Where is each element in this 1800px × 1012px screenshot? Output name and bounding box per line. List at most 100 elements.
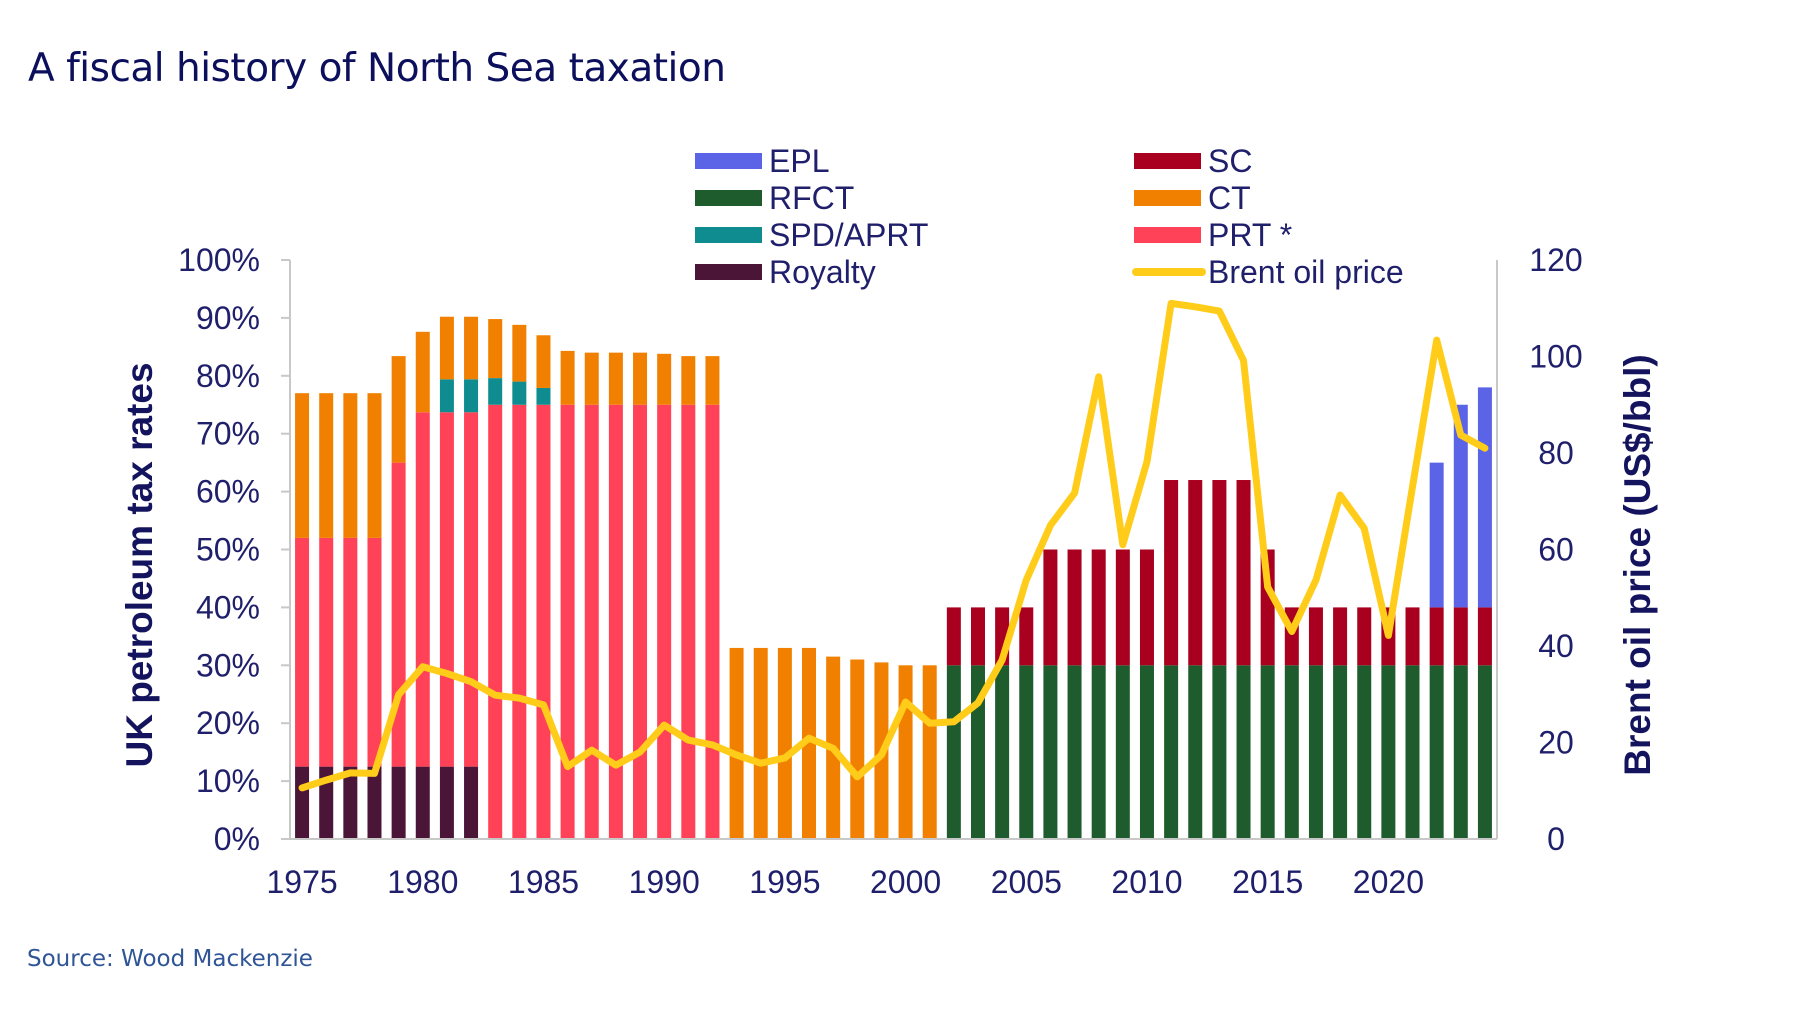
bar-prt-1986 bbox=[560, 404, 575, 839]
bar-ct-1976 bbox=[319, 393, 334, 538]
bar-sc-2008 bbox=[1091, 549, 1106, 666]
right-axis-ticks: 0 20 40 60 80 100 120 bbox=[1529, 242, 1582, 857]
bar-ct-1996 bbox=[802, 647, 817, 839]
x-tick-label: 2020 bbox=[1353, 864, 1424, 900]
bar-rfct-2004 bbox=[995, 665, 1010, 839]
bar-spd-aprt-1982 bbox=[464, 379, 479, 413]
bar-prt-1983 bbox=[488, 404, 503, 839]
bar-epl-2023 bbox=[1453, 404, 1468, 608]
bar-sc-2014 bbox=[1236, 480, 1251, 666]
bar-rfct-2020 bbox=[1381, 665, 1396, 839]
legend-swatch bbox=[1134, 153, 1201, 169]
left-tick-label: 20% bbox=[196, 705, 260, 741]
chart-title: A fiscal history of North Sea taxation bbox=[28, 46, 726, 91]
bar-rfct-2009 bbox=[1115, 665, 1130, 839]
line-layer bbox=[298, 299, 1489, 792]
x-tick-label: 1975 bbox=[267, 864, 338, 900]
bar-ct-1992 bbox=[705, 356, 720, 405]
legend-swatch bbox=[1134, 227, 1201, 243]
bar-sc-2022 bbox=[1429, 607, 1444, 666]
bar-prt-1980 bbox=[415, 412, 430, 767]
bar-prt-1985 bbox=[536, 404, 551, 839]
bar-rfct-2014 bbox=[1236, 665, 1251, 839]
legend-label: Brent oil price bbox=[1208, 254, 1404, 290]
bar-sc-2011 bbox=[1164, 480, 1179, 666]
left-axis-ticks: 0% 10% 20% 30% 40% 50% 60% 70% 80% 90% 100% bbox=[178, 242, 290, 857]
bar-ct-1980 bbox=[415, 331, 430, 413]
right-tick-label: 60 bbox=[1538, 532, 1574, 568]
right-tick-label: 80 bbox=[1538, 435, 1574, 471]
bar-sc-2023 bbox=[1453, 607, 1468, 666]
bar-prt-1990 bbox=[657, 404, 672, 839]
left-tick-label: 0% bbox=[214, 821, 260, 857]
bar-rfct-2024 bbox=[1477, 665, 1492, 839]
bar-rfct-2006 bbox=[1043, 665, 1058, 839]
legend-swatch bbox=[695, 227, 762, 243]
bar-rfct-2008 bbox=[1091, 665, 1106, 839]
bar-royalty-1982 bbox=[464, 766, 479, 840]
bar-prt-1977 bbox=[343, 537, 358, 767]
x-tick-label: 1995 bbox=[749, 864, 820, 900]
bar-spd-aprt-1983 bbox=[488, 378, 503, 405]
bar-prt-1984 bbox=[512, 404, 527, 839]
bars-layer bbox=[295, 316, 1492, 840]
legend-swatch bbox=[695, 190, 762, 206]
bar-prt-1976 bbox=[319, 537, 334, 767]
bar-rfct-2015 bbox=[1260, 665, 1275, 839]
bar-rfct-2010 bbox=[1139, 665, 1154, 839]
bar-ct-1993 bbox=[729, 647, 744, 839]
bar-rfct-2017 bbox=[1308, 665, 1323, 839]
bar-ct-1998 bbox=[850, 659, 865, 839]
x-tick-label: 2010 bbox=[1111, 864, 1182, 900]
x-tick-label: 2015 bbox=[1232, 864, 1303, 900]
bar-prt-1981 bbox=[439, 412, 454, 767]
bar-ct-1991 bbox=[681, 356, 696, 405]
legend-item-prt: PRT * bbox=[1134, 217, 1292, 253]
right-tick-label: 20 bbox=[1538, 725, 1574, 761]
left-tick-label: 100% bbox=[178, 242, 260, 278]
bar-rfct-2023 bbox=[1453, 665, 1468, 839]
bar-ct-1983 bbox=[488, 319, 503, 379]
bar-rfct-2007 bbox=[1067, 665, 1082, 839]
left-tick-label: 40% bbox=[196, 589, 260, 625]
bar-ct-1987 bbox=[584, 352, 599, 405]
bar-sc-2002 bbox=[946, 607, 961, 666]
x-tick-label: 2005 bbox=[991, 864, 1062, 900]
bar-sc-2017 bbox=[1308, 607, 1323, 666]
x-tick-label: 1980 bbox=[387, 864, 458, 900]
bar-prt-1978 bbox=[367, 537, 382, 767]
bar-prt-1988 bbox=[608, 404, 623, 839]
bar-ct-1978 bbox=[367, 393, 382, 538]
bar-ct-1994 bbox=[753, 647, 768, 839]
bar-sc-2009 bbox=[1115, 549, 1130, 666]
left-tick-label: 10% bbox=[196, 763, 260, 799]
bar-ct-1989 bbox=[633, 352, 648, 405]
right-tick-label: 120 bbox=[1529, 242, 1582, 278]
bar-sc-2006 bbox=[1043, 549, 1058, 666]
left-tick-label: 30% bbox=[196, 647, 260, 683]
legend-swatch bbox=[1134, 190, 1201, 206]
bar-ct-1977 bbox=[343, 393, 358, 538]
bar-prt-1987 bbox=[584, 404, 599, 839]
bar-prt-1982 bbox=[464, 412, 479, 767]
bar-royalty-1980 bbox=[415, 766, 430, 840]
right-tick-label: 0 bbox=[1547, 821, 1565, 857]
bar-royalty-1978 bbox=[367, 766, 382, 840]
legend-label: EPL bbox=[769, 143, 829, 179]
bar-rfct-2013 bbox=[1212, 665, 1227, 839]
bar-ct-1985 bbox=[536, 335, 551, 388]
legend-item-ct: CT bbox=[1134, 180, 1251, 216]
legend-label: PRT * bbox=[1208, 217, 1292, 253]
legend-label: Royalty bbox=[769, 254, 876, 290]
bar-ct-1984 bbox=[512, 324, 527, 382]
bar-sc-2024 bbox=[1477, 607, 1492, 666]
left-tick-label: 60% bbox=[196, 474, 260, 510]
bar-rfct-2011 bbox=[1164, 665, 1179, 839]
bar-ct-1990 bbox=[657, 353, 672, 405]
bar-ct-2001 bbox=[922, 665, 937, 839]
x-tick-label: 2000 bbox=[870, 864, 941, 900]
bar-royalty-1977 bbox=[343, 766, 358, 840]
left-tick-label: 80% bbox=[196, 358, 260, 394]
